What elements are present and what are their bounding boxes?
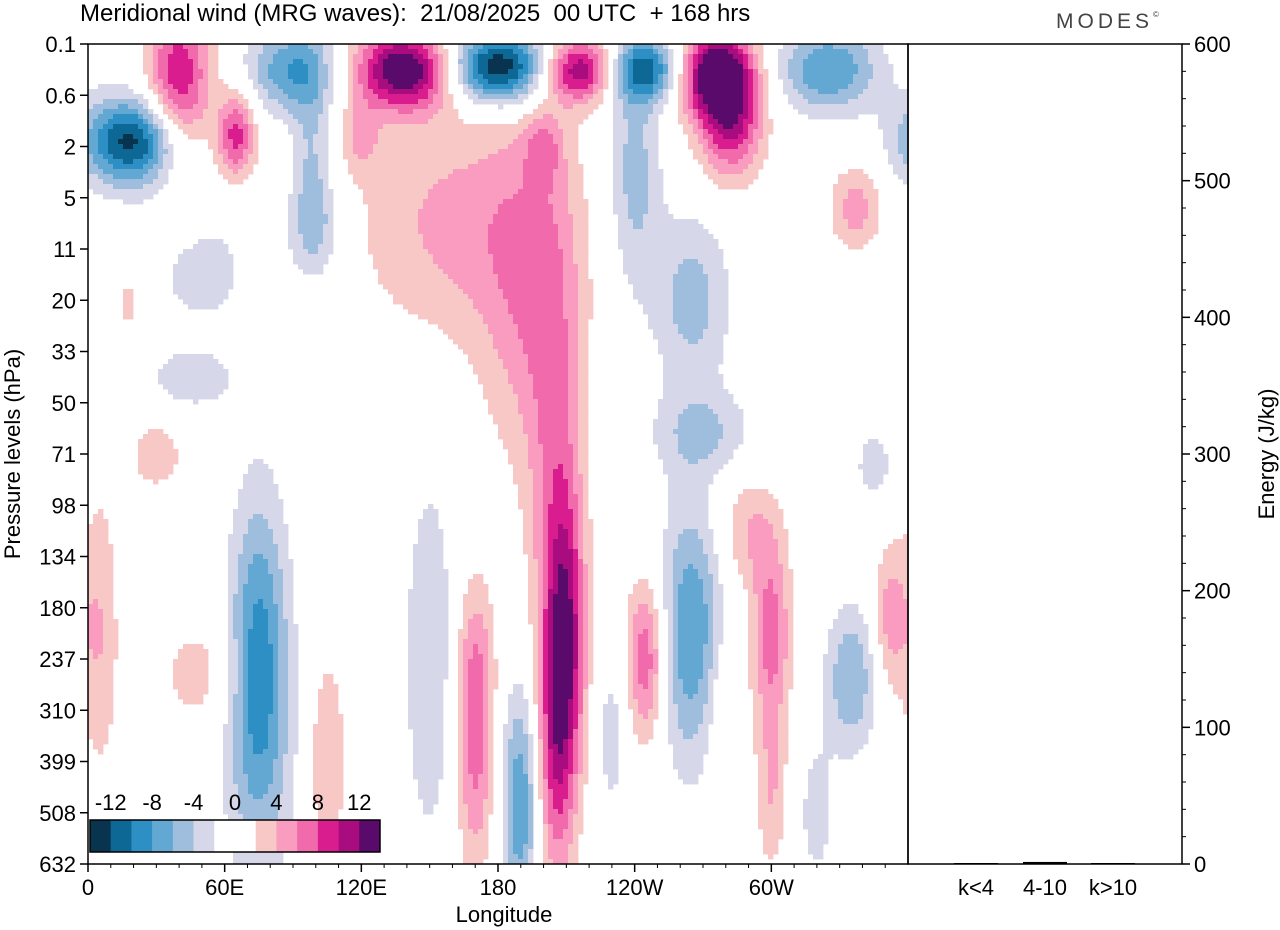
- energy-frame: [907, 43, 1183, 865]
- colorbar-swatch: [193, 820, 215, 852]
- colorbar-swatch: [235, 820, 257, 852]
- colorbar-swatch: [172, 820, 194, 852]
- colorbar-swatch: [338, 820, 360, 852]
- colorbar-label: -4: [184, 790, 204, 815]
- colorbar-label: 8: [312, 790, 324, 815]
- y-tick-label: 33: [52, 340, 76, 365]
- colorbar-swatch: [255, 820, 277, 852]
- colorbar-frame: [89, 819, 381, 853]
- chart-title: Meridional wind (MRG waves): 21/08/2025 …: [80, 0, 751, 27]
- y-tick-label: 2: [64, 135, 76, 160]
- energy-tick-label: 100: [1194, 715, 1231, 740]
- y-tick-label: 50: [52, 391, 76, 416]
- colorbar-label: 0: [229, 790, 241, 815]
- x-tick-label: 120E: [336, 875, 387, 900]
- x-tick-label: 60E: [205, 875, 244, 900]
- energy-tick-label: 600: [1194, 32, 1231, 57]
- colorbar-swatch: [359, 820, 381, 852]
- wind-contour-field: [88, 44, 909, 865]
- y-tick-label: 5: [64, 186, 76, 211]
- modes-logo: MODES©: [1056, 10, 1159, 34]
- energy-tick-label: 500: [1194, 169, 1231, 194]
- energy-tick-label: 400: [1194, 305, 1231, 330]
- x-tick-label: 120W: [606, 875, 664, 900]
- energy-category-label: 4-10: [1023, 875, 1067, 900]
- colorbar-label: 12: [347, 790, 371, 815]
- colorbar-swatch: [317, 820, 339, 852]
- colorbar-label: 4: [270, 790, 282, 815]
- y-tick-label: 134: [39, 545, 76, 570]
- y-tick-label: 310: [39, 698, 76, 723]
- x-tick-label: 0: [82, 875, 94, 900]
- energy-category-label: k<4: [958, 875, 994, 900]
- energy-tick-label: 0: [1194, 852, 1206, 877]
- y-tick-label: 11: [53, 237, 76, 262]
- energy-tick-label: 200: [1194, 579, 1231, 604]
- energy-category-label: k>10: [1089, 875, 1137, 900]
- energy-panel: 0 100 200 300 400 500 600 k<4 4-10 k>10 Energy (J/…: [907, 32, 1279, 900]
- y-tick-label: 0.6: [45, 83, 76, 108]
- colorbar-label: -12: [95, 790, 127, 815]
- y-tick-label: 508: [39, 801, 76, 826]
- y-tick-label: 399: [39, 750, 76, 775]
- y-axis-title: Pressure levels (hPa): [0, 349, 25, 559]
- energy-bar: [1091, 863, 1135, 864]
- y-tick-label: 71: [52, 442, 76, 467]
- energy-tick-label: 300: [1194, 442, 1231, 467]
- y-tick-label: 98: [52, 493, 76, 518]
- energy-bar: [1023, 861, 1067, 864]
- y-tick-label: 20: [52, 288, 76, 313]
- colorbar-swatch: [152, 820, 174, 852]
- y-tick-label: 237: [39, 647, 76, 672]
- chart-axes: 0.1 0.6 2 5 11 20 33 50 71 98 134 180 237 310 399 508 63…: [0, 32, 909, 927]
- energy-axis-title: Energy (J/kg): [1254, 389, 1279, 520]
- x-tick-label: 180: [480, 875, 517, 900]
- colorbar: -12 -8 -4 0 4 8 12: [89, 790, 381, 853]
- x-tick-label: 60W: [749, 875, 794, 900]
- energy-bar: [954, 863, 998, 864]
- colorbar-swatch: [297, 820, 319, 852]
- y-tick-label: 180: [39, 596, 76, 621]
- colorbar-swatch: [131, 820, 153, 852]
- modes-logo-text: MODES: [1056, 10, 1154, 33]
- colorbar-label: -8: [142, 790, 162, 815]
- colorbar-swatch: [90, 820, 112, 852]
- y-tick-label: 0.1: [45, 32, 76, 57]
- y-tick-label: 632: [39, 852, 76, 877]
- colorbar-swatch: [214, 820, 236, 852]
- x-axis-title: Longitude: [456, 902, 553, 927]
- colorbar-swatch: [110, 820, 132, 852]
- modes-logo-mark: ©: [1153, 10, 1159, 19]
- colorbar-swatch: [276, 820, 298, 852]
